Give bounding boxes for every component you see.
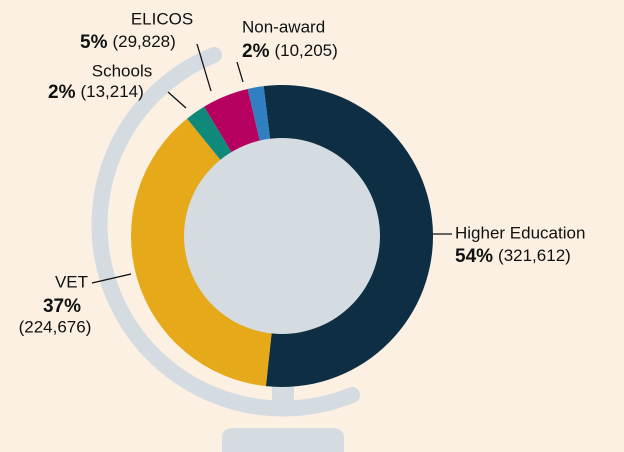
data-label: 5%(29,828) (80, 32, 176, 53)
value-label: (224,676) (19, 317, 92, 336)
value-label: (10,205) (274, 41, 337, 60)
category-label: Higher Education (455, 223, 585, 242)
value-label: (13,214) (80, 82, 143, 101)
share-label: 2% (242, 41, 270, 62)
value-label: (29,828) (112, 32, 175, 51)
data-label: 54% (321,612) (455, 246, 571, 267)
category-label: ELICOS (131, 9, 193, 28)
category-label: Schools (92, 61, 152, 80)
data-label: 2%(13,214) (48, 82, 144, 103)
value-label: (321,612) (498, 246, 571, 265)
chart: Higher Education 54% (321,612) VET 37%(224,6… (0, 0, 624, 452)
globe-stem (272, 382, 294, 416)
share-label: 37% (43, 296, 81, 317)
share-label: 5% (80, 32, 108, 53)
share-label: 2% (48, 82, 76, 103)
globe-center (184, 138, 380, 334)
share-label: 54% (455, 246, 493, 267)
category-label: VET (55, 272, 88, 291)
category-label: Non-award (242, 17, 325, 36)
page: {"chart_data": {"type": "donut", "catego… (0, 0, 624, 452)
globe-base (222, 428, 344, 452)
data-label: 2%(10,205) (242, 41, 338, 62)
